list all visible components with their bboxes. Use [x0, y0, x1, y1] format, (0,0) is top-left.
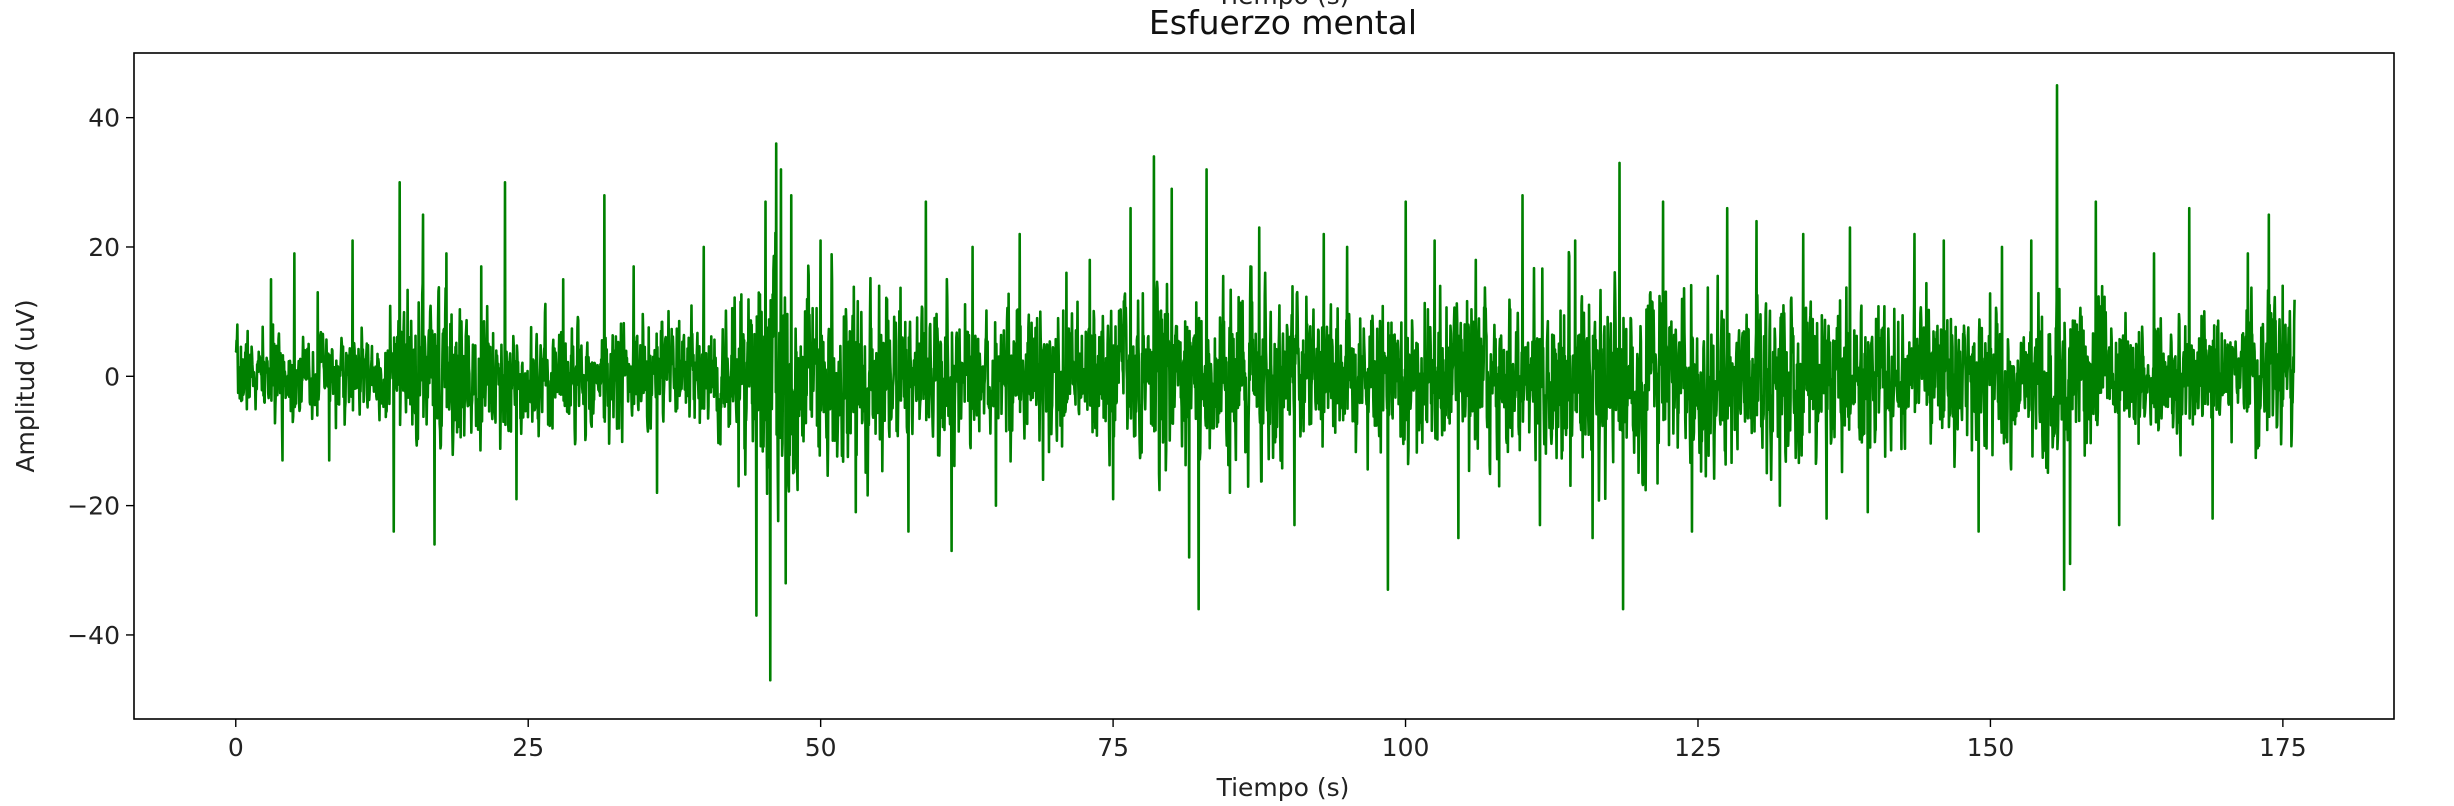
chart-title: Esfuerzo mental — [1149, 3, 1417, 42]
clipped-top-label: Tiempo (s) — [1216, 0, 1350, 10]
x-tick-label: 125 — [1674, 733, 1722, 762]
x-tick-label: 50 — [805, 733, 837, 762]
y-axis-label: Amplitud (uV) — [11, 299, 40, 472]
plot-area-frame — [133, 52, 2395, 720]
x-tick-label: 75 — [1097, 733, 1129, 762]
x-tick-label: 0 — [228, 733, 244, 762]
y-tick-label: 20 — [88, 233, 120, 262]
y-tick-label: 40 — [88, 104, 120, 133]
x-tick-label: 175 — [2259, 733, 2307, 762]
y-axis-ticks: −40 −20 0 20 40 — [67, 104, 134, 650]
x-tick-label: 100 — [1382, 733, 1430, 762]
series-line-group — [234, 84, 2296, 682]
x-axis-label: Tiempo (s) — [1216, 773, 1350, 802]
y-tick-label: −40 — [67, 621, 120, 650]
x-axis-ticks: 0 25 50 75 100 125 150 175 — [228, 719, 2307, 762]
y-tick-label: 0 — [104, 362, 120, 391]
x-tick-label: 25 — [512, 733, 544, 762]
signal-series-line — [234, 84, 2296, 682]
y-tick-label: −20 — [67, 492, 120, 521]
x-tick-label: 150 — [1967, 733, 2015, 762]
